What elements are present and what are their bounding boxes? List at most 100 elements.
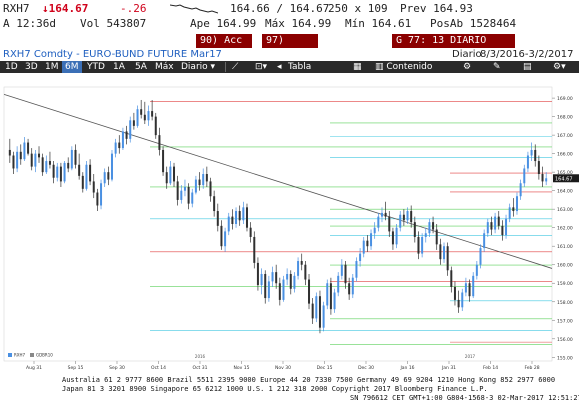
footer-line-1: Australia 61 2 9777 8600 Brazil 5511 239… xyxy=(62,376,556,384)
candle-body xyxy=(52,164,55,178)
x-axis-year-label: 2017 xyxy=(465,354,476,359)
candle-body xyxy=(249,227,252,237)
period-3d-button[interactable]: 3D xyxy=(25,62,38,72)
content-icon: ▥ xyxy=(375,62,384,72)
candle-body xyxy=(304,264,307,280)
quote-size: 250 x 109 xyxy=(328,2,388,15)
period-6m-button[interactable]: 6M xyxy=(62,61,82,73)
candle-body xyxy=(446,246,449,271)
candle-body xyxy=(406,211,409,221)
last-price-label: 164.67 xyxy=(555,176,573,182)
content-button[interactable]: ▥ Contenido xyxy=(372,61,435,73)
candle-body xyxy=(256,262,259,286)
y-axis-tick-label: 161.00 xyxy=(557,244,573,250)
candle-body xyxy=(359,253,362,262)
candle-body xyxy=(143,114,146,121)
candle-body xyxy=(85,164,88,189)
chart-area[interactable]: 155.00 156.00 157.00 158.00 159.00 160.00 161.… xyxy=(0,73,579,374)
frequency-label: Diario xyxy=(452,49,482,60)
period-max-button[interactable]: Máx xyxy=(155,62,174,72)
quote-posab-value: 1528464 xyxy=(469,17,517,30)
candle-body xyxy=(147,111,150,121)
candle-body xyxy=(391,231,394,245)
security-description: EURO-BUND FUTURE Mar17 xyxy=(82,49,222,60)
candlestick-chart[interactable]: 155.00 156.00 157.00 158.00 159.00 160.00 161.… xyxy=(0,73,579,374)
period-1d-button[interactable]: 1D xyxy=(5,62,18,72)
candle-body xyxy=(27,142,30,154)
footer: Australia 61 2 9777 8600 Brazil 5511 239… xyxy=(0,374,579,407)
candle-body xyxy=(483,233,486,249)
line-tool-icon[interactable]: ⟋ xyxy=(232,62,239,72)
y-axis-tick-label: 169.00 xyxy=(557,96,573,102)
toolbar-divider xyxy=(225,62,226,72)
candle-body xyxy=(329,283,332,310)
y-axis-tick-label: 163.00 xyxy=(557,207,573,213)
candle-body xyxy=(238,211,241,221)
quote-prev-label: Prev xyxy=(400,2,427,15)
frequency-dropdown-label: Diario xyxy=(181,62,208,72)
candle-body xyxy=(56,166,59,178)
candle-body xyxy=(245,207,248,228)
candle-body xyxy=(129,120,132,139)
candle-body xyxy=(530,149,533,156)
edit-icon[interactable]: ✎ xyxy=(493,62,501,72)
settings-icon[interactable]: ⚙ xyxy=(463,62,472,72)
y-axis-tick-label: 166.00 xyxy=(557,152,573,158)
candle-body xyxy=(468,283,471,297)
candle-body xyxy=(377,216,380,228)
candle-body xyxy=(121,131,124,149)
candle-body xyxy=(380,212,383,217)
candle-body xyxy=(198,179,201,186)
change-button[interactable]: 97) Camb ▾ xyxy=(262,34,318,60)
candle-body xyxy=(315,296,318,319)
table-button[interactable]: Tabla xyxy=(288,62,312,72)
chart-title-line: RXH7 Comdty - EURO-BUND FUTURE Mar17 Dia… xyxy=(0,49,579,61)
period-1y-button[interactable]: 1A xyxy=(113,62,125,72)
quote-posab-label: PosAb xyxy=(430,17,464,30)
x-axis-tick-label: Dec 30 xyxy=(358,365,374,371)
quote-volume: Vol 543807 xyxy=(80,17,146,30)
candle-body xyxy=(453,286,456,300)
candle-body xyxy=(224,231,227,247)
y-axis-tick-label: 162.00 xyxy=(557,226,573,232)
frequency-dropdown[interactable]: Diario ▾ xyxy=(178,61,218,73)
period-1m-button[interactable]: 1M xyxy=(45,62,59,72)
candle-body xyxy=(264,273,267,299)
candle-body xyxy=(457,299,460,308)
quote-strip: RXH7 ↓164.67 -.26 164.66 / 164.67 250 x … xyxy=(0,0,579,34)
candle-body xyxy=(537,161,540,175)
date-range[interactable]: 8/3/2016-3/2/2017 xyxy=(480,49,574,60)
x-axis-tick-label: Sep 30 xyxy=(109,365,125,371)
candle-body xyxy=(100,183,103,206)
x-axis-tick-label: Sep 15 xyxy=(68,365,84,371)
candle-body xyxy=(67,162,70,169)
candle-body xyxy=(162,149,165,173)
candle-body xyxy=(421,236,424,254)
grid-icon[interactable]: ▦ xyxy=(353,62,362,72)
period-5y-button[interactable]: 5A xyxy=(135,62,147,72)
period-ytd-button[interactable]: YTD xyxy=(87,62,105,72)
security-title: RXH7 Comdty - EURO-BUND FUTURE Mar17 xyxy=(3,49,222,60)
quote-time: A 12:36d xyxy=(3,17,56,30)
candle-body xyxy=(169,166,172,184)
quote-min-value: 164.61 xyxy=(371,17,412,30)
candle-body xyxy=(289,273,292,289)
security-ticker: RXH7 Comdty xyxy=(3,49,73,60)
candle-body xyxy=(512,207,515,212)
candle-body xyxy=(78,164,81,176)
chart-settings-icon[interactable]: ⚙▾ xyxy=(553,62,566,72)
candle-body xyxy=(74,149,77,165)
candle-body xyxy=(118,142,121,149)
quote-open: Ape 164.99 xyxy=(190,17,256,30)
legend-label: RXH7 xyxy=(14,353,26,358)
candle-body xyxy=(308,279,311,304)
candle-body xyxy=(362,240,365,254)
scroll-left-icon[interactable]: ◂ xyxy=(277,62,282,72)
annotation-tool-icon[interactable]: ⊡▾ xyxy=(255,62,268,72)
quote-symbol[interactable]: RXH7 xyxy=(3,2,30,15)
candle-body xyxy=(282,279,285,300)
x-axis-tick-label: Jan 16 xyxy=(399,365,414,371)
candle-body xyxy=(187,186,190,204)
chart-layout-icon[interactable]: ▤ xyxy=(523,62,532,72)
actions-button[interactable]: 90) Acc ▾ xyxy=(196,34,252,60)
